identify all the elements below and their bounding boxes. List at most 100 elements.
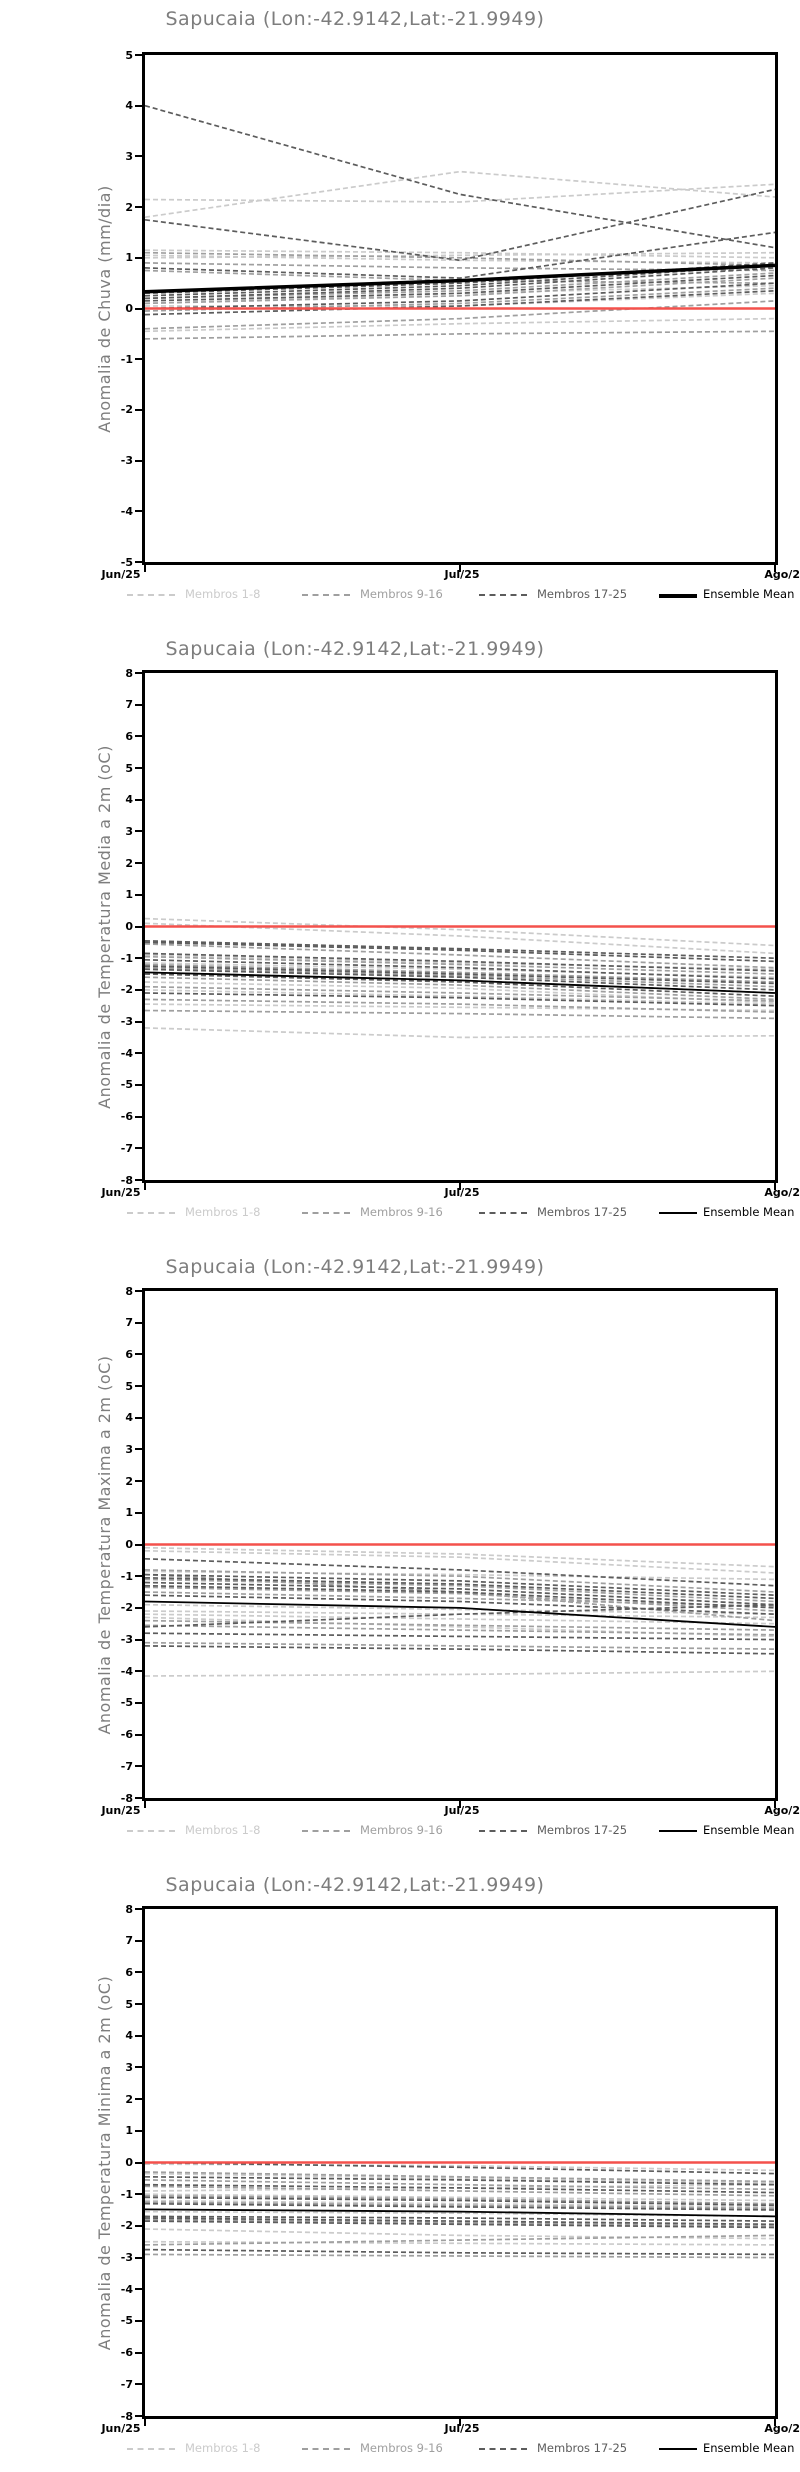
member-line-mid xyxy=(144,955,776,975)
y-tick-mark xyxy=(135,1701,142,1704)
y-tick-label: -3 xyxy=(120,454,133,468)
member-line-mid xyxy=(144,1009,776,1020)
y-tick-label: -3 xyxy=(120,2251,133,2265)
y-tick-label: -2 xyxy=(120,983,133,997)
member-line-light xyxy=(144,183,776,203)
member-line-dark xyxy=(144,1603,776,1628)
y-tick-label: 3 xyxy=(125,1442,133,1456)
legend-swatch-mean xyxy=(659,594,697,598)
member-line-mid xyxy=(144,976,776,1001)
x-tick-label: Jun/25 xyxy=(101,568,141,581)
member-line-dark xyxy=(144,2217,776,2226)
legend-label-light: Membros 1-8 xyxy=(185,587,261,601)
member-line-dark xyxy=(144,968,776,991)
member-line-dark xyxy=(144,952,776,972)
member-line-mid xyxy=(144,1624,776,1636)
member-line-dark xyxy=(144,941,776,963)
x-tick-label: Ago/25 xyxy=(764,2422,800,2435)
y-tick-label: -5 xyxy=(120,2314,133,2328)
ensemble-mean-line xyxy=(144,263,776,294)
chart-block-4: Sapucaia (Lon:-42.9142,Lat:-21.9949) Anom… xyxy=(0,1854,800,2472)
y-tick-mark xyxy=(135,2319,142,2322)
member-line-mid xyxy=(144,1586,776,1612)
member-line-dark xyxy=(144,2196,776,2207)
y-tick-label: -1 xyxy=(120,951,133,965)
member-line-mid xyxy=(144,963,776,983)
y-tick-mark xyxy=(135,1908,142,1910)
member-line-light xyxy=(144,917,776,947)
legend-label-mid: Membros 9-16 xyxy=(360,1823,443,1837)
y-tick-label: -7 xyxy=(120,1141,133,1155)
y-tick-label: -8 xyxy=(120,1173,133,1187)
member-line-dark xyxy=(144,274,776,302)
member-line-light xyxy=(144,170,776,219)
legend-swatch-light xyxy=(127,2448,175,2450)
x-tick-label: Jun/25 xyxy=(101,1186,141,1199)
y-tick-mark xyxy=(135,2098,142,2101)
y-tick-label: -2 xyxy=(120,1601,133,1615)
member-line-dark xyxy=(144,231,776,279)
y-tick-label: -3 xyxy=(120,1633,133,1647)
y-tick-label: 5 xyxy=(125,48,133,62)
legend-label-mean: Ensemble Mean xyxy=(703,1823,795,1837)
y-tick-label: 4 xyxy=(125,1411,133,1425)
member-line-dark xyxy=(144,267,776,300)
member-line-dark xyxy=(144,2215,776,2222)
member-line-dark xyxy=(144,1645,776,1655)
member-line-light xyxy=(144,954,776,971)
y-tick-mark xyxy=(135,703,142,706)
member-line-mid xyxy=(144,330,776,340)
y-tick-mark xyxy=(135,2288,142,2291)
x-tick-mark xyxy=(774,2419,776,2426)
x-tick-label: Jul/25 xyxy=(444,1186,480,1199)
y-tick-mark xyxy=(135,2351,142,2354)
plot-canvas xyxy=(144,1543,776,1677)
member-line-light xyxy=(144,2193,776,2202)
y-tick-label: 4 xyxy=(125,2029,133,2043)
y-tick-label: -5 xyxy=(120,1696,133,1710)
y-tick-mark xyxy=(135,2193,142,2196)
y-tick-label: -6 xyxy=(120,2346,133,2360)
chart-block-3: Sapucaia (Lon:-42.9142,Lat:-21.9949) Anom… xyxy=(0,1236,800,1854)
y-tick-label: -7 xyxy=(120,2377,133,2391)
y-tick-label: 6 xyxy=(125,729,133,743)
legend-label-light: Membros 1-8 xyxy=(185,1205,261,1219)
y-tick-mark xyxy=(135,988,142,991)
y-tick-mark xyxy=(135,1971,142,1974)
chart-title: Sapucaia (Lon:-42.9142,Lat:-21.9949) xyxy=(165,8,545,30)
member-line-mid xyxy=(144,985,776,1002)
member-line-mid xyxy=(144,300,776,330)
member-line-light xyxy=(144,989,776,1005)
y-tick-mark xyxy=(135,767,142,770)
y-tick-label: -4 xyxy=(120,1664,133,1678)
member-line-light xyxy=(144,1616,776,1638)
y-tick-label: 6 xyxy=(125,1965,133,1979)
y-tick-mark xyxy=(135,2256,142,2259)
member-line-mid xyxy=(144,277,776,305)
member-line-dark xyxy=(144,2220,776,2229)
member-line-dark xyxy=(144,939,776,960)
y-tick-label: 7 xyxy=(125,1316,133,1330)
member-line-light xyxy=(144,1546,776,1568)
y-tick-mark xyxy=(135,2129,142,2132)
y-tick-label: 5 xyxy=(125,761,133,775)
y-tick-mark xyxy=(135,358,142,361)
y-tick-label: -1 xyxy=(120,1569,133,1583)
y-tick-label: 6 xyxy=(125,1347,133,1361)
y-tick-mark xyxy=(135,830,142,833)
y-tick-mark xyxy=(135,256,142,259)
legend-label-mid: Membros 9-16 xyxy=(360,587,443,601)
y-tick-mark xyxy=(135,561,142,563)
plot-area xyxy=(142,52,778,565)
member-line-light xyxy=(144,1549,776,1574)
member-line-dark xyxy=(144,264,776,297)
y-tick-label: 1 xyxy=(125,2124,133,2138)
y-tick-mark xyxy=(135,735,142,738)
y-tick-label: -4 xyxy=(120,2282,133,2296)
y-tick-mark xyxy=(135,54,142,56)
member-line-dark xyxy=(144,289,776,316)
member-line-mid xyxy=(144,1641,776,1650)
member-line-dark xyxy=(144,1557,776,1587)
member-line-mid xyxy=(144,1591,776,1608)
y-tick-mark xyxy=(135,2415,142,2417)
